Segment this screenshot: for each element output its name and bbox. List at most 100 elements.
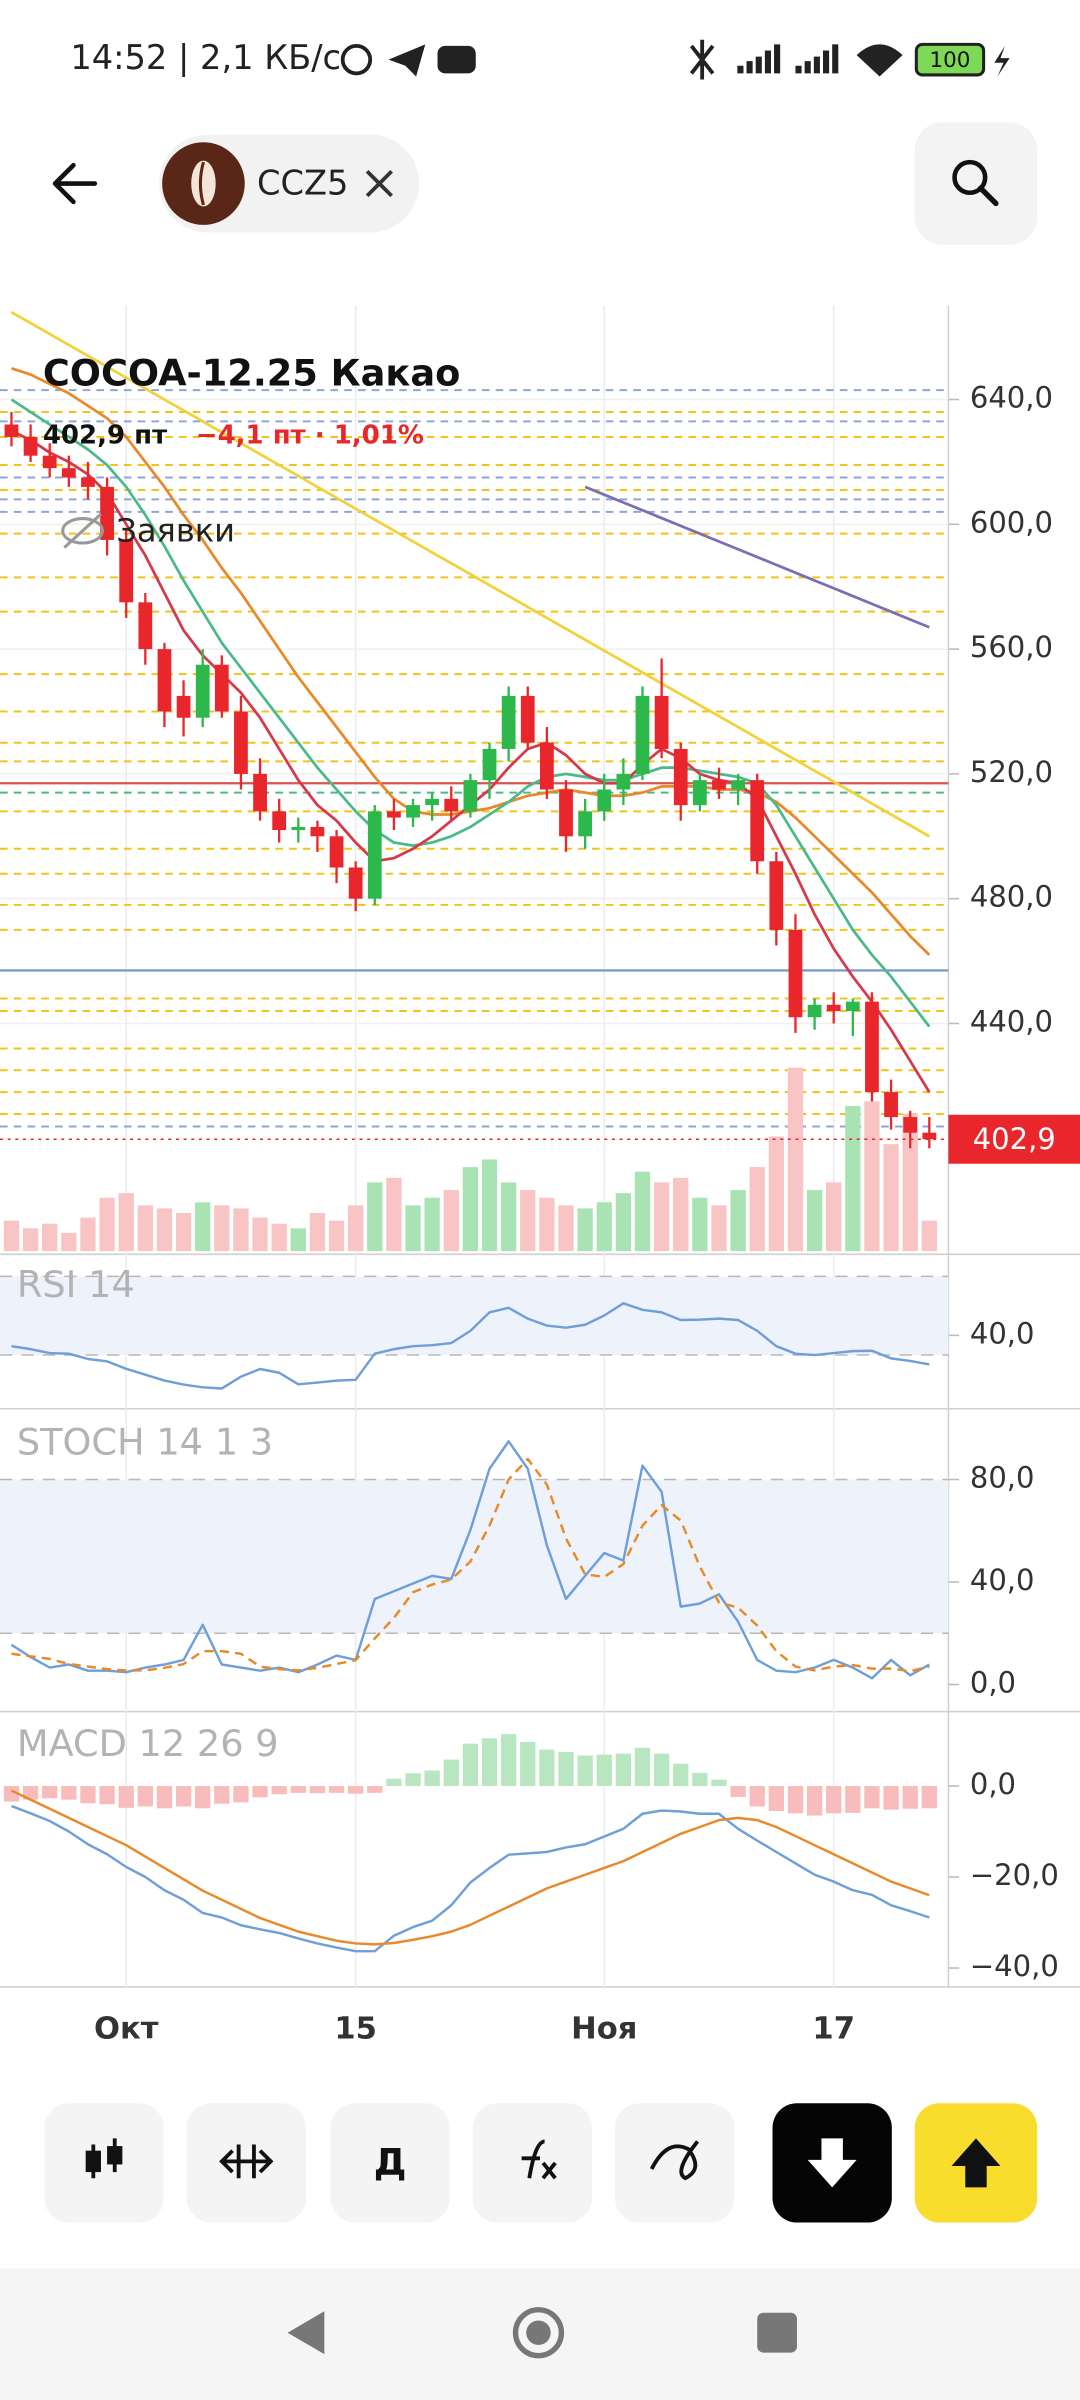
candle-body bbox=[329, 836, 344, 868]
volume-bar bbox=[233, 1208, 249, 1252]
volume-bar bbox=[902, 1113, 918, 1252]
candle-body bbox=[616, 773, 631, 790]
histogram-bar bbox=[462, 1743, 479, 1787]
y-tick-label: 0,0 bbox=[970, 1767, 1016, 1801]
histogram-bar bbox=[615, 1753, 632, 1787]
text-layer: COCOA-12.25 Какао 402,9 пт −4,1 пт · 1,0… bbox=[17, 351, 1080, 2046]
candle-body bbox=[635, 695, 650, 774]
panel-title: RSI 14 bbox=[17, 1263, 135, 1306]
volume-bar bbox=[634, 1171, 651, 1252]
histogram-bar bbox=[921, 1786, 937, 1809]
x-tick-label: Окт bbox=[94, 2011, 159, 2046]
drawing-icon bbox=[649, 2140, 700, 2181]
nav-back[interactable] bbox=[287, 2311, 325, 2355]
candle-body bbox=[81, 477, 95, 487]
plot-area bbox=[0, 310, 949, 1252]
candle-body bbox=[195, 664, 210, 718]
candle-body bbox=[520, 695, 535, 743]
instrument-title: COCOA-12.25 Какао bbox=[43, 351, 460, 394]
volume-bar bbox=[214, 1205, 230, 1252]
panel-title: MACD 12 26 9 bbox=[17, 1722, 279, 1765]
orders-toggle[interactable]: Заявки bbox=[61, 511, 235, 549]
volume-bar bbox=[768, 1136, 784, 1252]
signal-icon bbox=[795, 44, 839, 74]
histogram-bar bbox=[195, 1786, 211, 1809]
candle-body bbox=[387, 811, 401, 818]
candle-body bbox=[865, 1001, 879, 1093]
volume-bar bbox=[921, 1220, 937, 1252]
volume-bar bbox=[500, 1182, 517, 1252]
status-bar: 14:52 | 2,1 КБ/с 100 bbox=[70, 38, 1010, 80]
volume-bar bbox=[348, 1205, 364, 1252]
indicator-line bbox=[11, 1457, 930, 1673]
volume-bar bbox=[615, 1193, 632, 1252]
volume-bar bbox=[462, 1167, 479, 1252]
y-tick-label: 600,0 bbox=[970, 505, 1053, 539]
candle-body bbox=[463, 780, 478, 812]
histogram-bar bbox=[156, 1786, 173, 1809]
candle-body bbox=[4, 424, 19, 437]
volume-bar bbox=[539, 1197, 555, 1252]
histogram-bar bbox=[42, 1786, 58, 1799]
nav-recents[interactable] bbox=[757, 2312, 797, 2353]
buy-icon bbox=[951, 2138, 1001, 2188]
level-band bbox=[0, 1276, 949, 1356]
volume-bar bbox=[3, 1220, 20, 1252]
header: CCZ5 bbox=[52, 122, 1038, 245]
volume-bar bbox=[271, 1223, 287, 1252]
histogram-bar bbox=[692, 1772, 708, 1787]
instrument-price: 402,9 пт bbox=[43, 420, 167, 450]
period-button[interactable] bbox=[330, 2103, 450, 2223]
search-button[interactable] bbox=[914, 122, 1038, 245]
candle-body bbox=[788, 929, 803, 1018]
histogram-bar bbox=[520, 1741, 536, 1787]
close-ticker[interactable] bbox=[365, 169, 393, 198]
chart-type-icon bbox=[107, 2146, 123, 2165]
back-button[interactable] bbox=[52, 162, 98, 205]
battery-level: 100 bbox=[930, 48, 971, 73]
volume-bar bbox=[80, 1217, 96, 1252]
candle-body bbox=[253, 773, 267, 812]
histogram-bar bbox=[596, 1754, 612, 1787]
candle-body bbox=[769, 861, 784, 930]
candle-body bbox=[578, 811, 593, 837]
candle-body bbox=[559, 789, 573, 837]
indicator-line bbox=[10, 1789, 930, 1946]
volume-bar bbox=[99, 1197, 115, 1252]
volume-bar bbox=[864, 1101, 880, 1252]
plot-area bbox=[0, 1275, 949, 1390]
candle-body bbox=[501, 695, 516, 749]
nav-home[interactable] bbox=[512, 2307, 565, 2359]
volume-bar bbox=[653, 1182, 670, 1252]
y-tick-label: −40,0 bbox=[970, 1949, 1059, 1983]
volume-bar bbox=[290, 1228, 306, 1252]
candle-body bbox=[138, 602, 153, 650]
candle-body bbox=[884, 1092, 898, 1118]
histogram-bar bbox=[806, 1786, 823, 1816]
histogram-bar bbox=[787, 1786, 804, 1814]
drawing-button[interactable] bbox=[614, 2103, 735, 2223]
histogram-bar bbox=[233, 1786, 249, 1803]
volume-bar bbox=[328, 1220, 345, 1252]
indicator-line bbox=[10, 398, 931, 1028]
orders-label: Заявки bbox=[116, 511, 235, 549]
candle-body bbox=[712, 780, 726, 790]
volume-bar bbox=[424, 1197, 440, 1252]
histogram-bar bbox=[252, 1786, 268, 1798]
histogram-bar bbox=[99, 1786, 115, 1805]
chart-type-button[interactable] bbox=[44, 2103, 164, 2223]
cocoa-bean bbox=[191, 160, 216, 207]
candle-body bbox=[444, 798, 459, 812]
cocoa-bean-line bbox=[198, 161, 205, 206]
histogram-bar bbox=[424, 1770, 440, 1787]
panel-title: STOCH 14 1 3 bbox=[17, 1420, 273, 1463]
period-label: Д bbox=[374, 2141, 407, 2184]
x-tick-label: 17 bbox=[812, 2011, 855, 2046]
histogram-bar bbox=[634, 1747, 651, 1787]
histogram-bar bbox=[367, 1786, 383, 1793]
candle-body bbox=[291, 826, 306, 831]
plot-area bbox=[0, 1440, 949, 1680]
histogram-bar bbox=[405, 1773, 421, 1787]
histogram-bar bbox=[864, 1786, 880, 1809]
